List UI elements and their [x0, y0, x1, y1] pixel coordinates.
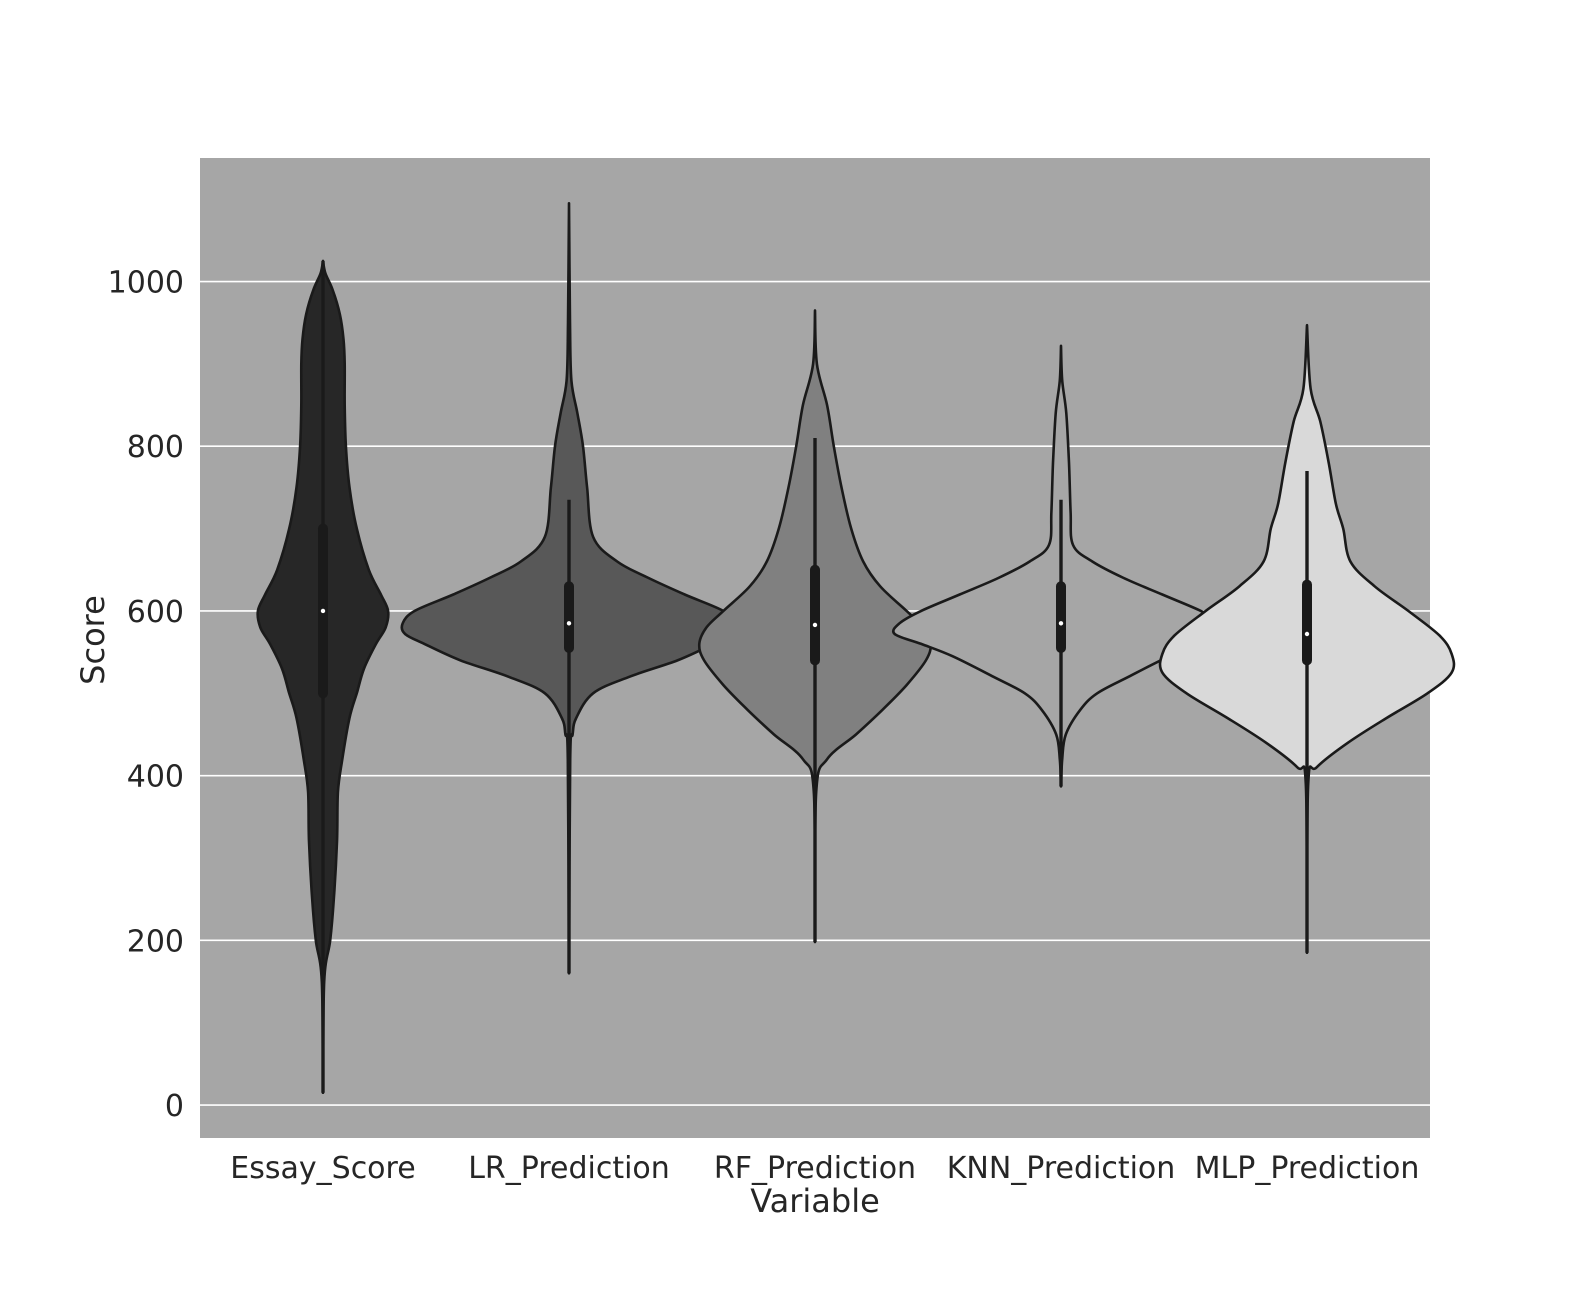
violin-essay-score: [256, 259, 390, 1094]
y-axis-title: Score: [74, 595, 112, 685]
y-tick-label-400: 400: [127, 760, 184, 795]
median-dot-lr-prediction: [566, 621, 572, 626]
median-dot-rf-prediction: [812, 622, 818, 628]
median-dot-knn-prediction: [1058, 621, 1064, 626]
y-axis-ticks: 0 200 400 600 800 1000: [108, 266, 184, 1125]
median-dot-mlp-prediction: [1304, 631, 1310, 637]
x-tick-label-knn-prediction: KNN_Prediction: [947, 1151, 1176, 1186]
median-dot-essay-score: [320, 608, 326, 614]
y-tick-label-800: 800: [127, 430, 184, 465]
y-tick-label-200: 200: [127, 924, 184, 959]
x-tick-label-essay-score: Essay_Score: [230, 1151, 415, 1186]
y-tick-label-600: 600: [127, 595, 184, 630]
x-axis-title: Variable: [750, 1182, 880, 1220]
violin-mlp-prediction: [1158, 323, 1456, 954]
violins: [256, 202, 1456, 1094]
x-axis-ticks: Essay_Score LR_Prediction RF_Prediction KNN…: [230, 1151, 1419, 1186]
y-tick-label-1000: 1000: [108, 266, 184, 301]
x-tick-label-lr-prediction: LR_Prediction: [468, 1151, 670, 1186]
violin-rf-prediction: [697, 309, 933, 944]
y-tick-label-0: 0: [165, 1089, 184, 1124]
x-tick-label-rf-prediction: RF_Prediction: [714, 1151, 916, 1186]
violin-lr-prediction: [400, 202, 738, 975]
x-tick-label-mlp-prediction: MLP_Prediction: [1195, 1151, 1420, 1186]
